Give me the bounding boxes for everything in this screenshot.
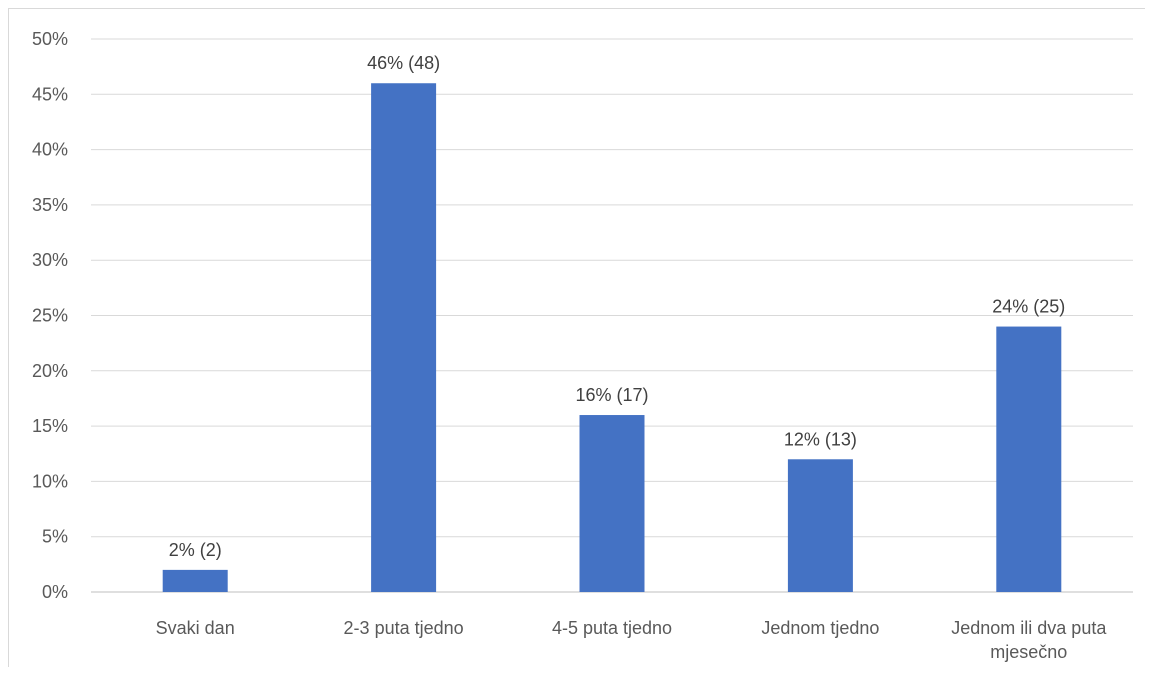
y-tick-label: 30% [32, 250, 68, 270]
bar [996, 326, 1062, 592]
bar [162, 569, 228, 592]
bar [371, 83, 437, 593]
y-tick-label: 15% [32, 416, 68, 436]
y-tick-label: 40% [32, 140, 68, 160]
category-label: 4-5 puta tjedno [552, 618, 672, 638]
category-label: 2-3 puta tjedno [344, 618, 464, 638]
data-label: 24% (25) [992, 297, 1065, 317]
y-tick-label: 5% [42, 527, 68, 547]
y-tick-label: 20% [32, 361, 68, 381]
category-label: Jednom ili dva puta mjesečno [951, 618, 1107, 662]
y-tick-label: 25% [32, 306, 68, 326]
y-tick-label: 35% [32, 195, 68, 215]
y-axis-ticks: 0% 5% 10% 15% 20% 25% 30% 35% 40% 45% 50% [32, 29, 68, 602]
data-label: 12% (13) [784, 429, 857, 449]
bar [787, 459, 853, 592]
data-label: 2% (2) [169, 540, 222, 560]
x-axis-categories: Svaki dan 2-3 puta tjedno 4-5 puta tjedno J… [156, 618, 1108, 662]
data-label: 16% (17) [575, 385, 648, 405]
y-tick-label: 45% [32, 84, 68, 104]
y-tick-label: 10% [32, 471, 68, 491]
bar [579, 415, 645, 592]
y-tick-label: 50% [32, 29, 68, 49]
category-label: Jednom tjedno [761, 618, 879, 638]
chart-frame [8, 8, 1145, 667]
data-labels: 2% (2) 46% (48) 16% (17) 12% (13) 24% (25) [169, 53, 1066, 560]
category-label: Svaki dan [156, 618, 235, 638]
y-tick-label: 0% [42, 582, 68, 602]
bars [162, 83, 1062, 593]
data-label: 46% (48) [367, 53, 440, 73]
